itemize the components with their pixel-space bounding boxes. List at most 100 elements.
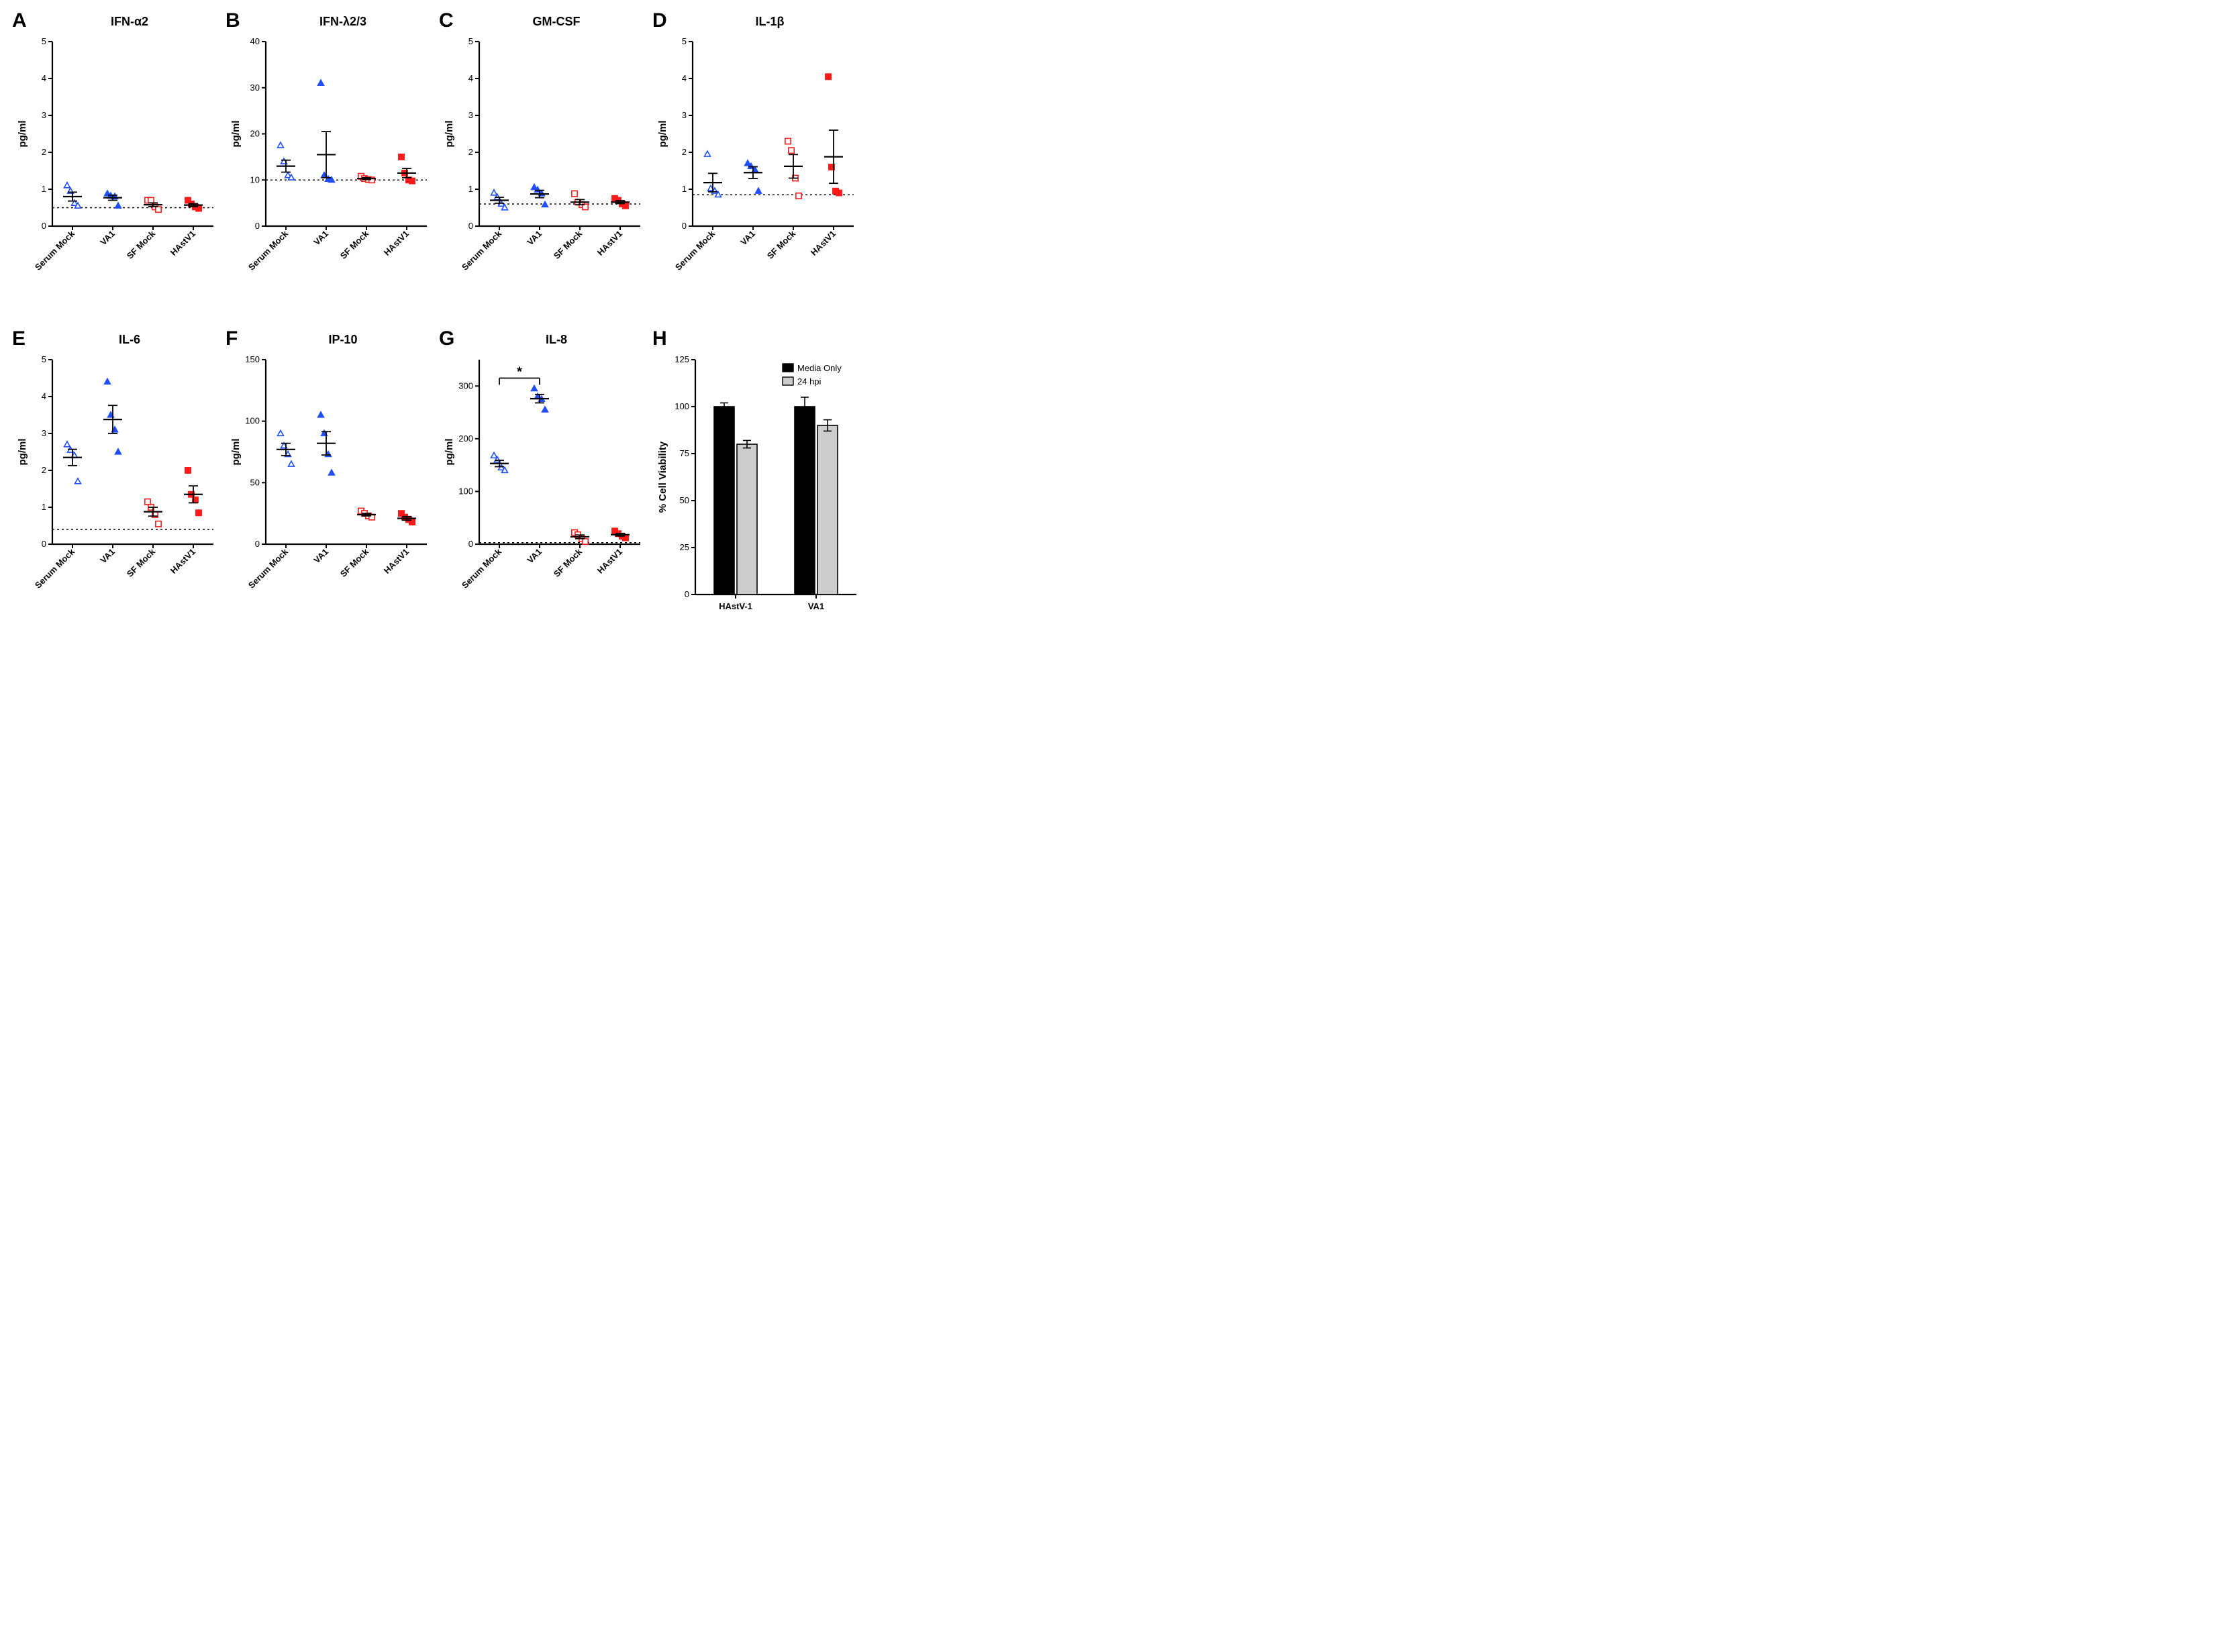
svg-text:1: 1 — [42, 184, 46, 194]
panel-title: GM-CSF — [440, 15, 646, 29]
panel-D: D IL-1β 012345pg/mlSerum MockVA1SF MockH… — [654, 13, 859, 319]
svg-text:pg/ml: pg/ml — [657, 121, 668, 148]
panel-H: H 0255075100125% Cell ViabilityHAstV-1VA… — [654, 331, 859, 637]
panel-title: IP-10 — [227, 333, 432, 347]
svg-text:Serum Mock: Serum Mock — [33, 546, 77, 590]
svg-text:3: 3 — [42, 110, 46, 120]
svg-text:Serum Mock: Serum Mock — [673, 228, 717, 272]
svg-text:50: 50 — [250, 477, 260, 487]
svg-text:pg/ml: pg/ml — [444, 439, 455, 466]
svg-text:4: 4 — [468, 73, 473, 83]
chart-E: 012345pg/mlSerum MockVA1SF MockHAstV1 — [13, 353, 219, 637]
chart-B: 010203040pg/mlSerum MockVA1SF MockHAstV1 — [227, 35, 432, 319]
svg-text:SF Mock: SF Mock — [125, 228, 158, 261]
svg-text:5: 5 — [682, 36, 687, 46]
svg-text:HAstV1: HAstV1 — [595, 547, 624, 576]
svg-text:200: 200 — [458, 433, 473, 444]
svg-text:4: 4 — [42, 391, 46, 401]
svg-text:VA1: VA1 — [525, 229, 544, 248]
svg-text:SF Mock: SF Mock — [552, 546, 585, 579]
svg-text:125: 125 — [675, 354, 689, 364]
panel-F: F IP-10 050100150pg/mlSerum MockVA1SF Mo… — [227, 331, 432, 637]
svg-text:1: 1 — [468, 184, 473, 194]
svg-text:Media Only: Media Only — [797, 363, 842, 373]
svg-text:0: 0 — [682, 221, 687, 231]
svg-text:0: 0 — [42, 221, 46, 231]
svg-text:30: 30 — [250, 83, 260, 93]
svg-text:1: 1 — [42, 502, 46, 512]
svg-text:20: 20 — [250, 129, 260, 139]
svg-text:3: 3 — [682, 110, 687, 120]
panel-letter: H — [652, 327, 667, 350]
panel-title: IL-8 — [440, 333, 646, 347]
svg-text:40: 40 — [250, 36, 260, 46]
svg-text:SF Mock: SF Mock — [765, 228, 798, 261]
svg-text:100: 100 — [675, 401, 689, 411]
svg-text:0: 0 — [468, 539, 473, 549]
svg-text:4: 4 — [682, 73, 687, 83]
svg-text:5: 5 — [42, 36, 46, 46]
svg-text:0: 0 — [468, 221, 473, 231]
svg-text:pg/ml: pg/ml — [17, 439, 28, 466]
svg-text:1: 1 — [682, 184, 687, 194]
svg-text:VA1: VA1 — [311, 547, 330, 566]
svg-text:0: 0 — [42, 539, 46, 549]
svg-text:Serum Mock: Serum Mock — [246, 546, 291, 590]
chart-H: 0255075100125% Cell ViabilityHAstV-1VA1M… — [654, 353, 859, 637]
figure-grid: A IFN-α2 012345pg/mlSerum MockVA1SF Mock… — [13, 13, 859, 637]
svg-text:VA1: VA1 — [525, 547, 544, 566]
svg-text:Serum Mock: Serum Mock — [460, 228, 504, 272]
svg-text:150: 150 — [245, 354, 260, 364]
panel-E: E IL-6 012345pg/mlSerum MockVA1SF MockHA… — [13, 331, 219, 637]
chart-D: 0 1 2 3 4 5 pg/ml Serum Mock VA1 SF Mock HAstV1 — [654, 35, 859, 319]
svg-text:HAstV1: HAstV1 — [809, 229, 838, 258]
svg-text:% Cell Viability: % Cell Viability — [657, 441, 668, 513]
svg-text:VA1: VA1 — [808, 601, 824, 611]
panel-title: IFN-λ2/3 — [227, 15, 432, 29]
svg-text:*: * — [517, 365, 522, 380]
svg-text:3: 3 — [468, 110, 473, 120]
svg-text:0: 0 — [255, 539, 260, 549]
panel-B: B IFN-λ2/3 010203040pg/mlSerum MockVA1SF… — [227, 13, 432, 319]
svg-text:VA1: VA1 — [311, 229, 330, 248]
svg-text:SF Mock: SF Mock — [338, 546, 371, 579]
panel-G: G IL-8 0100200300pg/mlSerum MockVA1SF Mo… — [440, 331, 646, 637]
panel-title: IL-1β — [654, 15, 859, 29]
svg-text:pg/ml: pg/ml — [230, 439, 242, 466]
svg-text:SF Mock: SF Mock — [125, 546, 158, 579]
svg-text:0: 0 — [685, 589, 689, 599]
panel-title: IFN-α2 — [13, 15, 219, 29]
svg-text:SF Mock: SF Mock — [338, 228, 371, 261]
svg-text:VA1: VA1 — [738, 229, 757, 248]
svg-text:24 hpi: 24 hpi — [797, 376, 822, 386]
svg-text:3: 3 — [42, 428, 46, 438]
svg-text:HAstV1: HAstV1 — [168, 229, 197, 258]
svg-text:2: 2 — [468, 147, 473, 157]
svg-text:100: 100 — [458, 486, 473, 496]
chart-G: 0 100 200 300 pg/ml Serum Mock VA1 SF Mock HAstV… — [440, 353, 646, 637]
svg-text:SF Mock: SF Mock — [552, 228, 585, 261]
svg-text:2: 2 — [682, 147, 687, 157]
svg-text:Serum Mock: Serum Mock — [33, 228, 77, 272]
panel-title: IL-6 — [13, 333, 219, 347]
svg-text:10: 10 — [250, 174, 260, 185]
svg-text:300: 300 — [458, 380, 473, 391]
svg-text:5: 5 — [468, 36, 473, 46]
svg-text:VA1: VA1 — [98, 229, 117, 248]
svg-text:HAstV1: HAstV1 — [595, 229, 624, 258]
svg-text:HAstV1: HAstV1 — [168, 547, 197, 576]
svg-text:100: 100 — [245, 416, 260, 426]
svg-text:50: 50 — [680, 495, 689, 505]
svg-text:2: 2 — [42, 465, 46, 475]
svg-text:Serum Mock: Serum Mock — [460, 546, 504, 590]
svg-text:75: 75 — [680, 448, 689, 458]
svg-text:HAstV1: HAstV1 — [382, 229, 411, 258]
chart-A: 012345pg/mlSerum MockVA1SF MockHAstV1 — [13, 35, 219, 319]
svg-text:HAstV1: HAstV1 — [382, 547, 411, 576]
panel-C: C GM-CSF 012345pg/mlSerum MockVA1SF Mock… — [440, 13, 646, 319]
chart-C: 0 1 2 3 4 5 pg/ml Serum Mock VA1 SF Mock HAstV1 — [440, 35, 646, 319]
svg-text:VA1: VA1 — [98, 547, 117, 566]
svg-text:Serum Mock: Serum Mock — [246, 228, 291, 272]
svg-text:pg/ml: pg/ml — [444, 121, 455, 148]
svg-text:4: 4 — [42, 73, 46, 83]
